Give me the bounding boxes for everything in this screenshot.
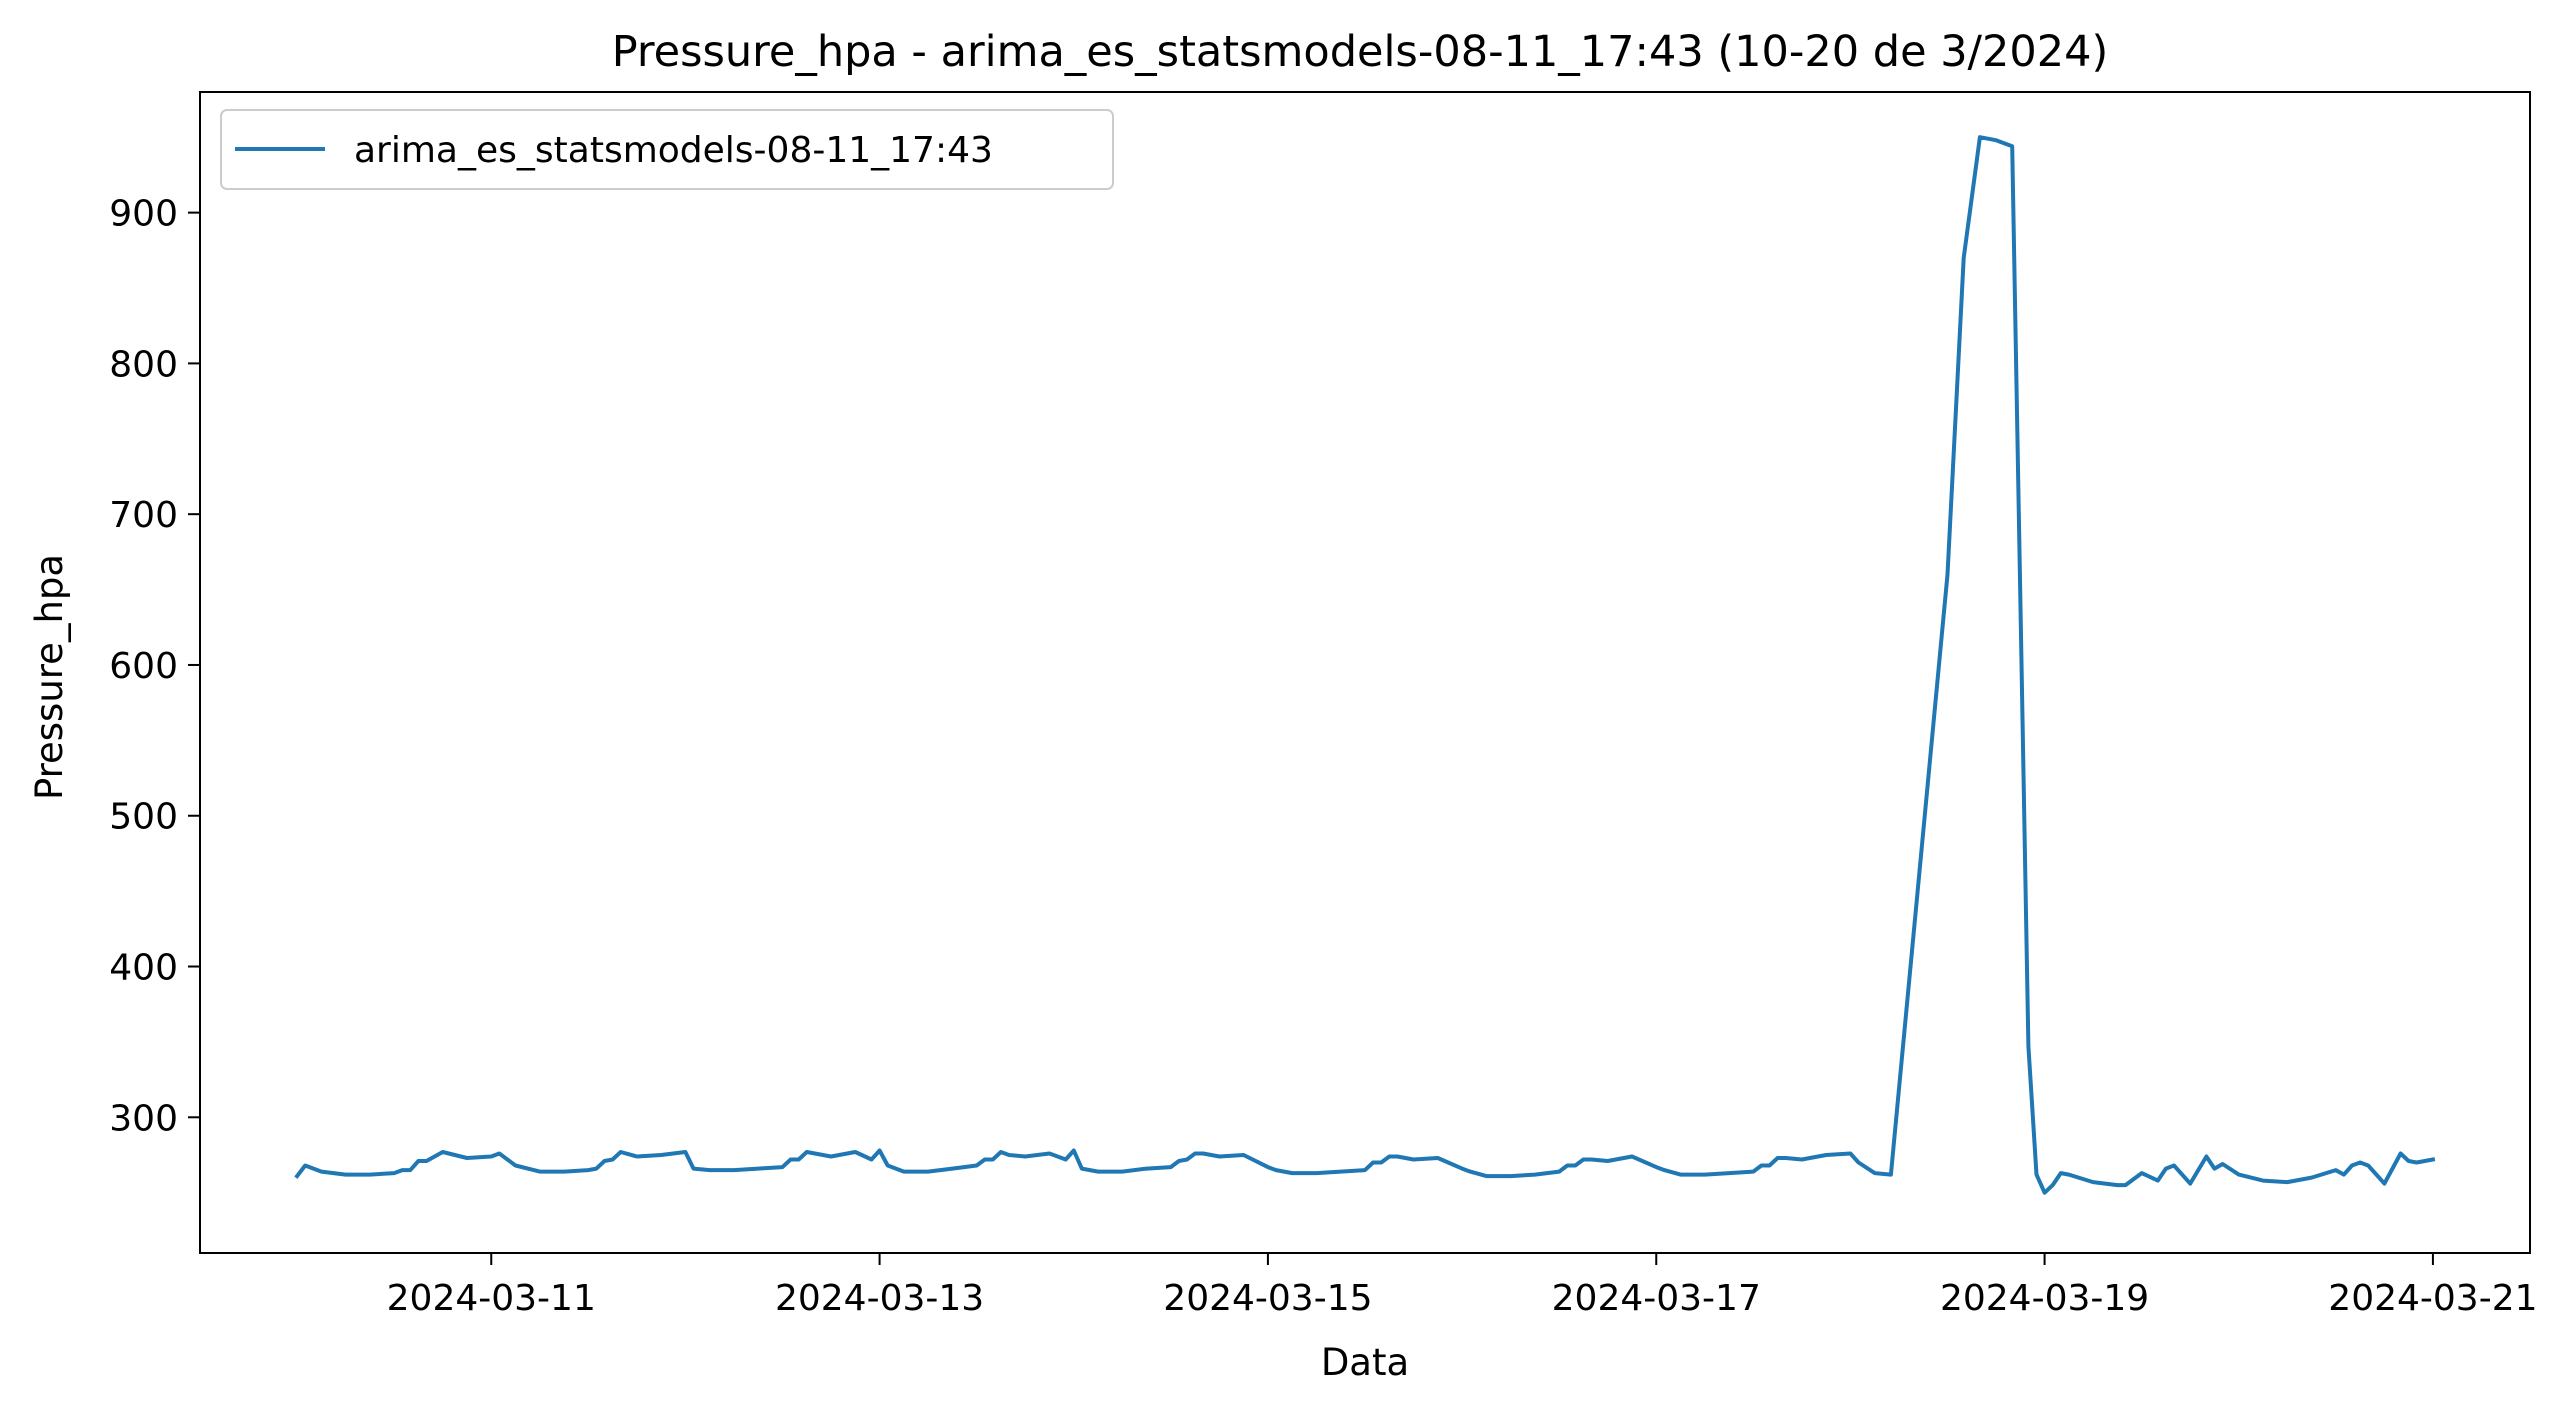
- legend: arima_es_statsmodels-08-11_17:43: [220, 109, 1114, 190]
- x-axis-label: Data: [1321, 1341, 1409, 1384]
- x-axis-ticks: 2024-03-11 2024-03-13 2024-03-15 2024-03-17…: [387, 1253, 2538, 1319]
- x-tick-label: 2024-03-17: [1552, 1278, 1761, 1319]
- y-axis-ticks: 300 400 500 600 700 800 900: [109, 194, 200, 1139]
- x-tick-label: 2024-03-19: [1940, 1278, 2149, 1319]
- x-tick-label: 2024-03-15: [1163, 1278, 1372, 1319]
- y-tick-label: 700: [109, 495, 178, 536]
- series-line: [294, 135, 2436, 1195]
- x-tick-label: 2024-03-13: [775, 1278, 984, 1319]
- y-tick-label: 400: [109, 948, 178, 989]
- series-layer: [294, 135, 2436, 1195]
- legend-label: arima_es_statsmodels-08-11_17:43: [354, 130, 993, 171]
- x-tick-label: 2024-03-11: [387, 1278, 596, 1319]
- y-tick-label: 500: [109, 797, 178, 838]
- y-tick-label: 600: [109, 646, 178, 687]
- y-tick-label: 300: [109, 1098, 178, 1139]
- x-tick-label: 2024-03-21: [2328, 1278, 2537, 1319]
- y-tick-label: 900: [109, 194, 178, 235]
- chart-title: Pressure_hpa - arima_es_statsmodels-08-1…: [612, 27, 2109, 77]
- plot-frame: [199, 91, 2531, 1254]
- y-tick-label: 800: [109, 344, 178, 385]
- legend-box: [220, 109, 1114, 190]
- y-axis-label: Pressure_hpa: [28, 554, 71, 800]
